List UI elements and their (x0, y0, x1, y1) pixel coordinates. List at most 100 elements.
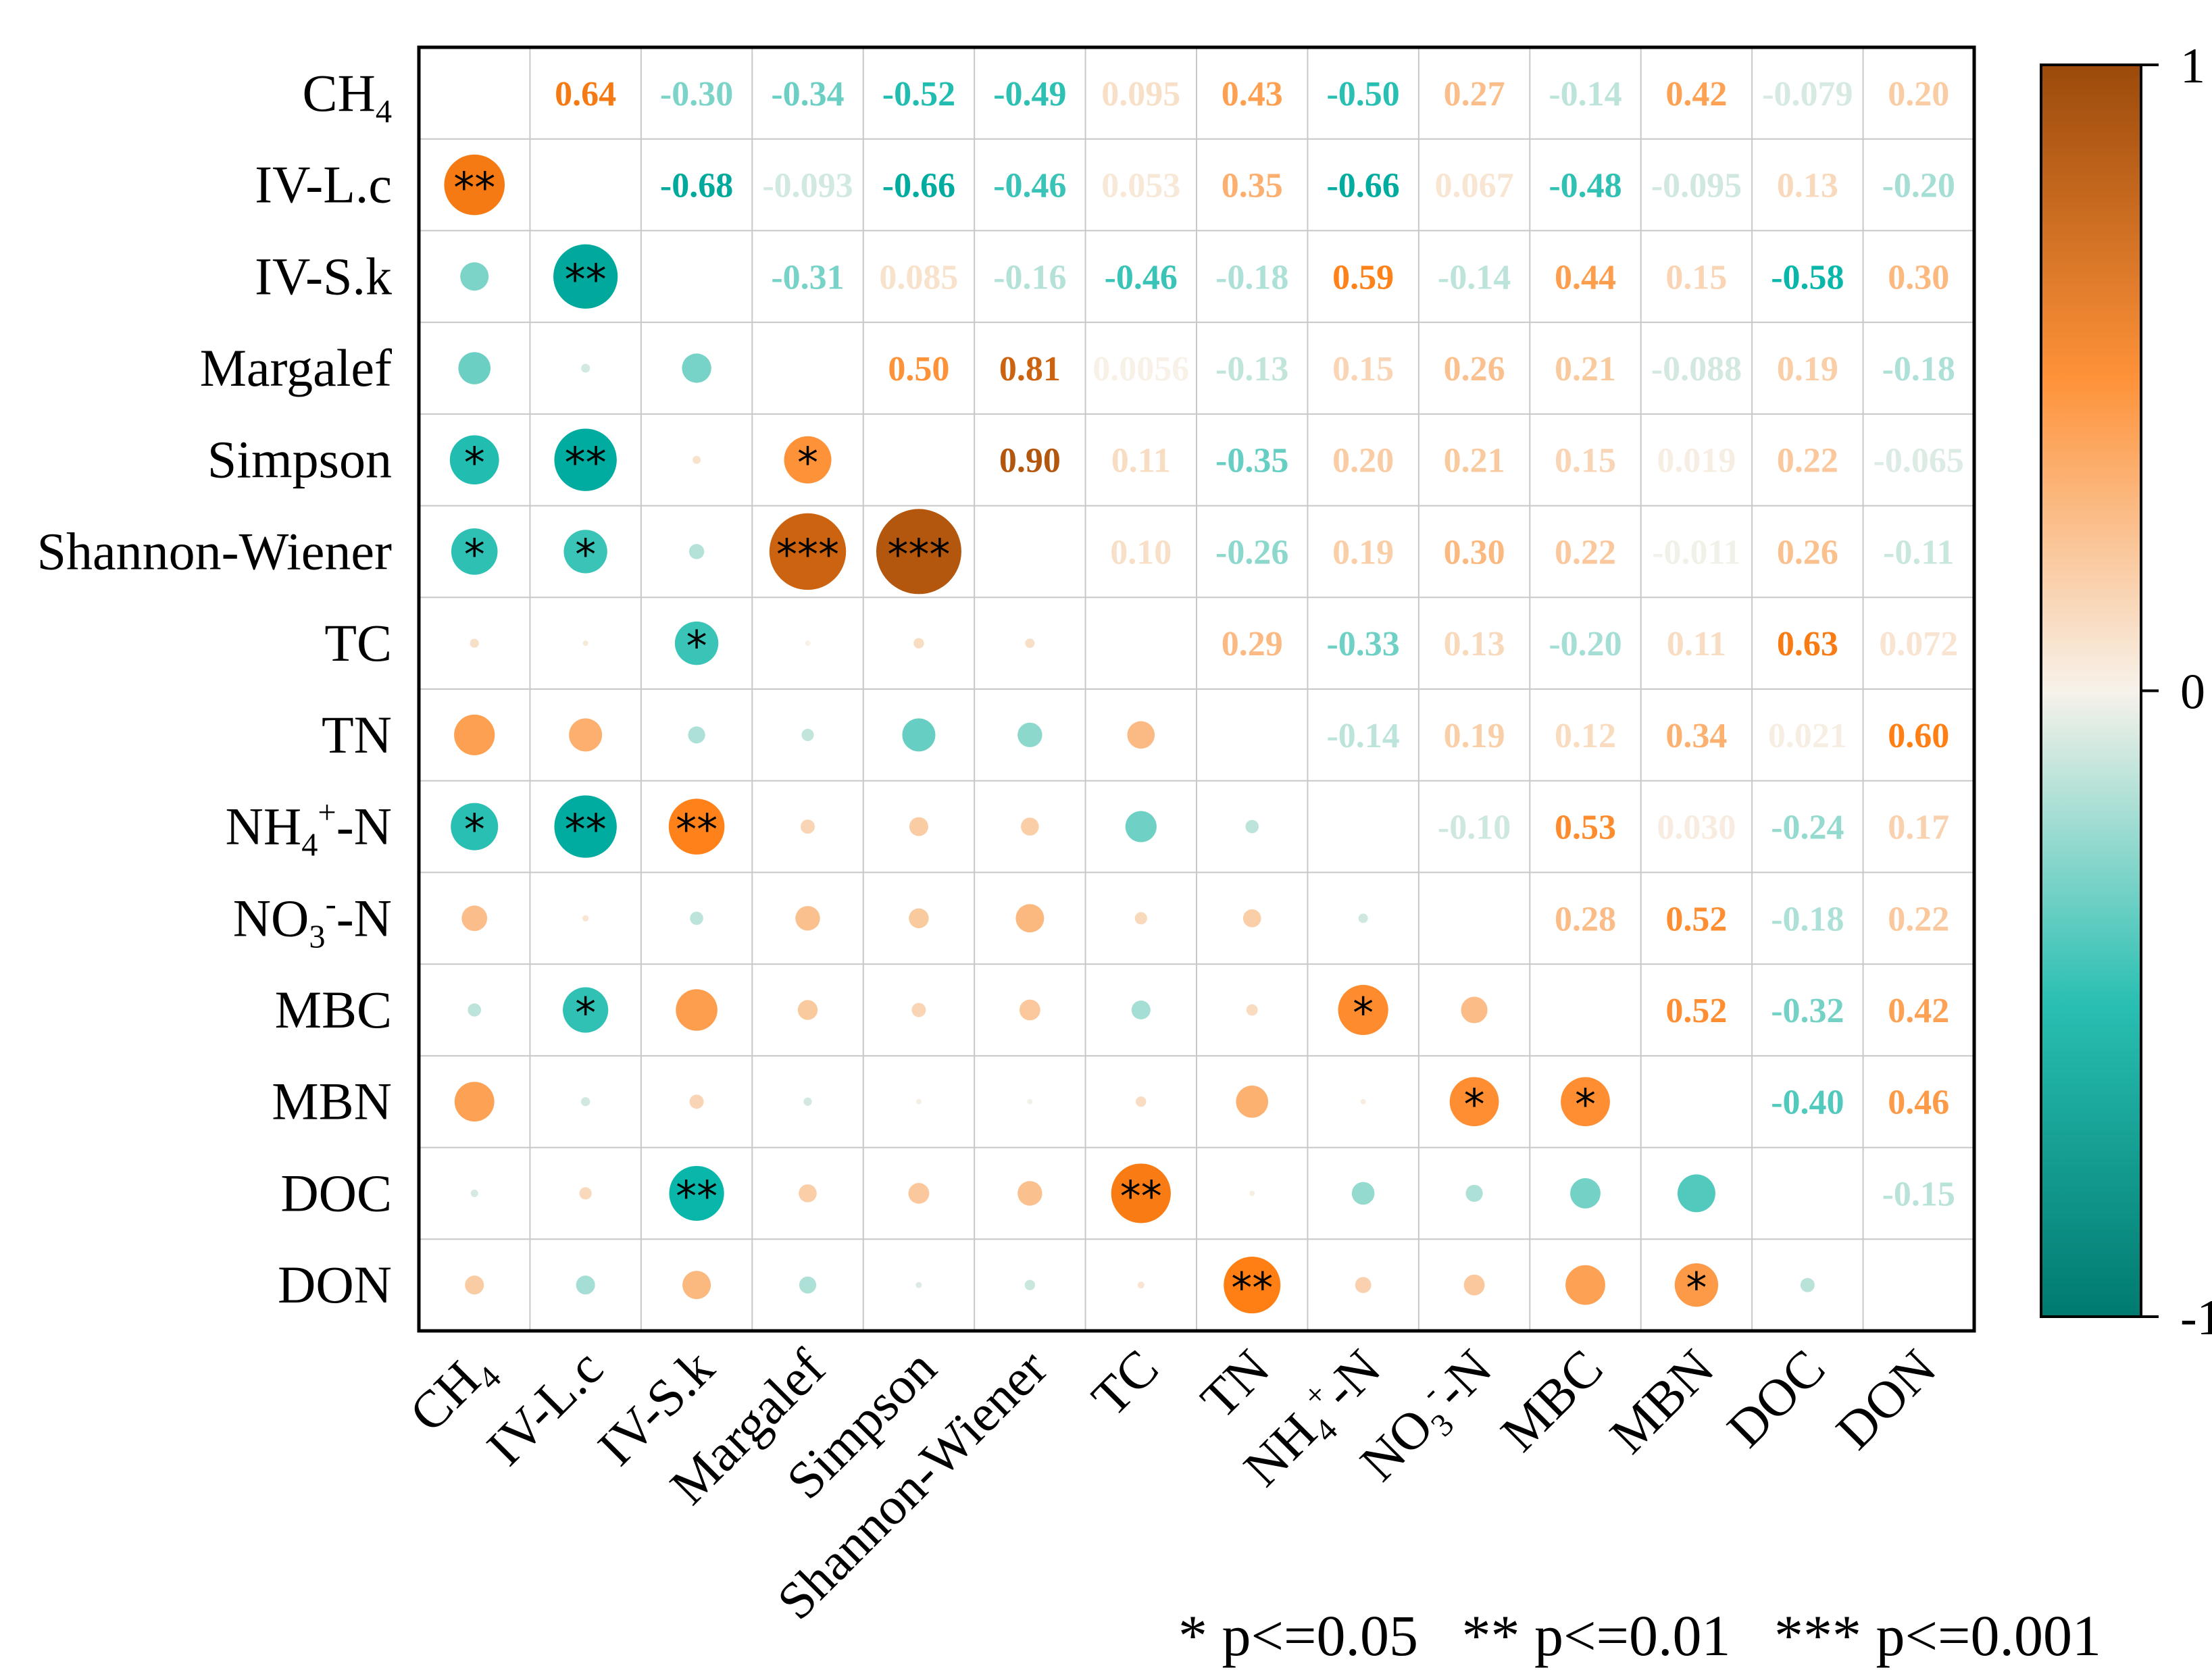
correlation-circle (449, 435, 499, 485)
coefficient-label: 0.26 (1444, 350, 1505, 388)
correlation-circle (444, 154, 505, 216)
correlation-circle (668, 799, 725, 855)
row-label: MBC (275, 980, 392, 1039)
coefficient-label: -0.52 (882, 75, 955, 113)
significance-mark: * (464, 530, 485, 579)
coefficient-label: -0.49 (993, 75, 1066, 113)
correlation-circle (795, 906, 820, 931)
coefficient-label: 0.60 (1888, 717, 1949, 755)
correlation-circle (769, 513, 847, 590)
coefficient-label: 0.28 (1555, 900, 1616, 938)
coefficient-label: 0.20 (1888, 75, 1949, 113)
correlation-circle (1800, 1277, 1815, 1292)
coefficient-label: -0.66 (1326, 167, 1399, 205)
coefficient-label: 0.50 (888, 350, 949, 388)
correlation-circle (554, 795, 617, 858)
correlation-circle (582, 640, 588, 647)
correlation-circle (1245, 819, 1259, 834)
correlation-circle (554, 428, 617, 491)
correlation-circle (1027, 1098, 1033, 1105)
coefficient-label: -0.093 (762, 167, 853, 205)
significance-mark: * (686, 622, 707, 671)
significance-mark: ** (565, 805, 607, 855)
coefficient-label: 0.35 (1222, 167, 1283, 205)
significance-mark: * (1575, 1080, 1596, 1130)
correlation-circle (581, 363, 590, 373)
significance-footnote: * p<=0.05 ** p<=0.01 *** p<=0.001 (1178, 1603, 2101, 1668)
correlation-circle (1137, 1282, 1145, 1289)
correlation-circle (1677, 1174, 1715, 1213)
coefficient-label: 0.21 (1444, 442, 1505, 480)
row-label: NO3--N (233, 886, 392, 955)
coefficient-label: 0.42 (1665, 75, 1727, 113)
coefficient-label: 0.46 (1888, 1084, 1949, 1122)
coefficient-label: -0.011 (1652, 533, 1740, 572)
significance-mark: * (464, 438, 485, 488)
correlation-circle (690, 911, 703, 926)
row-label: NH4+-N (226, 794, 392, 863)
coefficient-label: -0.31 (771, 258, 844, 297)
coefficient-label: 0.10 (1110, 533, 1172, 572)
correlation-circle (454, 1082, 495, 1122)
correlation-circle (1465, 1184, 1483, 1203)
coefficient-label: -0.088 (1651, 350, 1742, 388)
correlation-circle (1127, 721, 1155, 749)
row-label: DON (278, 1255, 392, 1314)
colorbar: 1 0 -1 (2040, 39, 2212, 1346)
coefficient-label: 0.42 (1888, 992, 1949, 1030)
correlation-circle (693, 455, 701, 464)
row-label: CH4 (302, 64, 392, 130)
coefficient-label: -0.40 (1771, 1084, 1844, 1122)
row-label: Shannon-Wiener (37, 522, 392, 580)
coefficient-label: 0.019 (1657, 442, 1736, 480)
correlation-circle (1358, 913, 1368, 923)
row-labels: CH4 IV-L.c IV-S.k Margalef Simpson Shannon-Wi… (37, 64, 392, 1314)
coefficient-label: 0.90 (999, 442, 1061, 480)
correlation-circle (1125, 811, 1157, 842)
row-label: DOC (280, 1163, 392, 1222)
coefficient-label: -0.18 (1215, 258, 1288, 297)
correlation-circle (563, 987, 609, 1033)
coefficient-label: 0.13 (1444, 625, 1505, 663)
correlation-circle (911, 1003, 926, 1017)
coefficient-label: 0.15 (1555, 442, 1616, 480)
coefficient-label: -0.065 (1874, 442, 1964, 480)
coefficient-label: 0.072 (1879, 625, 1958, 663)
coefficient-label: -0.11 (1883, 533, 1954, 572)
row-label: TN (322, 705, 392, 764)
correlation-circle (1025, 638, 1035, 649)
correlation-circle (470, 1189, 478, 1197)
correlation-circle (1224, 1257, 1281, 1314)
coefficient-label: -0.20 (1549, 625, 1622, 663)
coefficient-label: 0.52 (1665, 992, 1727, 1030)
coefficient-label: -0.16 (993, 258, 1066, 297)
significance-mark: * (575, 530, 596, 579)
correlation-circle (1111, 1163, 1171, 1223)
coefficient-label: -0.30 (660, 75, 733, 113)
coefficient-label: 0.13 (1777, 167, 1838, 205)
coefficient-label: -0.13 (1215, 350, 1288, 388)
coefficient-label: -0.079 (1762, 75, 1853, 113)
coefficient-label: 0.81 (999, 350, 1061, 388)
coefficient-label: 0.11 (1667, 625, 1726, 663)
coefficient-label: 0.19 (1332, 533, 1394, 572)
correlation-circle (689, 1094, 704, 1109)
correlation-circle (784, 436, 832, 484)
correlation-circle (465, 1275, 484, 1295)
coefficient-label: 0.19 (1444, 717, 1505, 755)
correlation-circle (682, 1271, 711, 1300)
coefficient-label: 0.53 (1555, 809, 1616, 847)
significance-mark: ** (565, 255, 607, 304)
coefficient-label: 0.52 (1665, 900, 1727, 938)
significance-mark: *** (887, 530, 950, 579)
coefficient-label: 0.30 (1444, 533, 1505, 572)
coefficient-label: -0.20 (1882, 167, 1955, 205)
significance-mark: ** (676, 1171, 718, 1221)
correlation-circle (569, 718, 603, 752)
row-label: MBN (272, 1072, 392, 1131)
correlation-circle (908, 1183, 930, 1204)
correlation-circle (915, 1282, 922, 1288)
coefficient-label: -0.18 (1882, 350, 1955, 388)
